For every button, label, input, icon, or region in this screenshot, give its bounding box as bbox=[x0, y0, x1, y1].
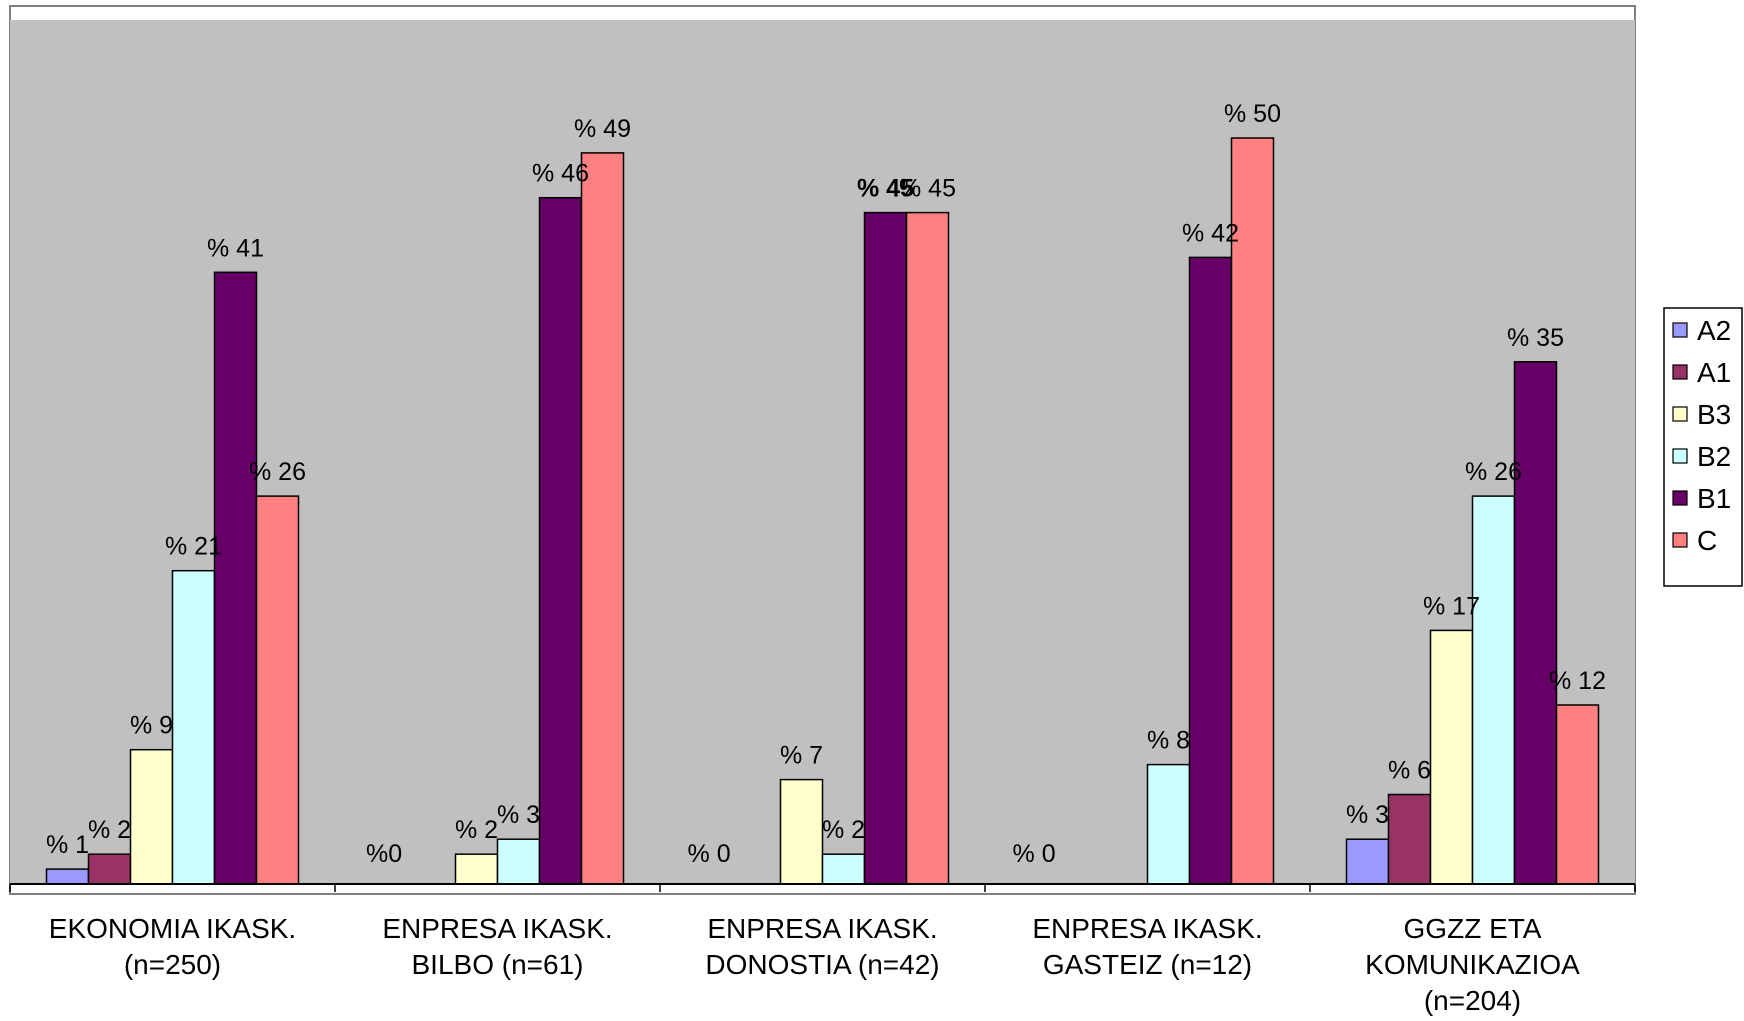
bar-b2-cat1 bbox=[171, 569, 216, 885]
data-label-b2-cat4: % 8 bbox=[1147, 727, 1190, 755]
value-labels-group: % 1% 2% 9% 21% 41% 26% 2% 3% 46% 49%0% 7… bbox=[46, 100, 1606, 868]
legend-label-a2: A2 bbox=[1697, 315, 1731, 346]
category-label-1: EKONOMIA IKASK. (n=250) bbox=[49, 913, 296, 980]
bar-a1-cat5 bbox=[1387, 793, 1432, 885]
bar-c-cat3 bbox=[905, 211, 950, 885]
legend: A2 A1 B3 B2 B1 C bbox=[1663, 307, 1743, 587]
data-label-c-cat4: % 50 bbox=[1224, 100, 1281, 128]
bar-c-cat2 bbox=[580, 152, 625, 885]
bar-b1-cat1 bbox=[213, 271, 258, 885]
data-label-b2-cat2: % 3 bbox=[497, 801, 540, 829]
bar-c-cat1 bbox=[255, 495, 300, 885]
category-labels-group: EKONOMIA IKASK. (n=250) ENPRESA IKASK. BILB… bbox=[49, 913, 1580, 1016]
category-label-2: ENPRESA IKASK. BILBO (n=61) bbox=[382, 913, 612, 980]
bar-b2-cat5 bbox=[1471, 495, 1516, 885]
legend-label-a1: A1 bbox=[1697, 357, 1731, 388]
x-ticks-group bbox=[9, 884, 1636, 892]
data-label-b1-cat2: % 46 bbox=[532, 160, 589, 188]
data-label-a2-cat5: % 3 bbox=[1346, 801, 1389, 829]
data-label-b3-cat3: % 7 bbox=[780, 742, 823, 770]
bar-b3-cat2 bbox=[454, 853, 499, 885]
legend-swatch-c bbox=[1672, 532, 1688, 548]
bar-b3-cat1 bbox=[129, 748, 174, 885]
legend-label-b1: B1 bbox=[1697, 483, 1731, 514]
legend-swatch-b1 bbox=[1672, 490, 1688, 506]
data-label-c-cat5: % 12 bbox=[1549, 667, 1606, 695]
bar-a2-cat5 bbox=[1345, 838, 1390, 885]
bar-c-cat4 bbox=[1230, 137, 1275, 885]
data-label-a1-cat5: % 6 bbox=[1388, 757, 1431, 785]
data-label-b3-cat1: % 9 bbox=[130, 712, 173, 740]
bar-b1-cat5 bbox=[1513, 361, 1558, 885]
zero-label-cat3: % 0 bbox=[688, 840, 731, 868]
bars-group bbox=[45, 137, 1600, 885]
data-label-c-cat3: % 45 bbox=[899, 175, 956, 203]
category-label-3: ENPRESA IKASK. DONOSTIA (n=42) bbox=[705, 913, 939, 980]
data-label-b1-cat4: % 42 bbox=[1182, 219, 1239, 247]
data-label-b1-cat1: % 41 bbox=[207, 234, 264, 262]
bar-b3-cat3 bbox=[779, 778, 824, 885]
data-label-b1-cat5: % 35 bbox=[1507, 324, 1564, 352]
category-label-5: GGZZ ETA KOMUNIKAZIOA (n=204) bbox=[1365, 913, 1580, 1016]
legend-swatch-a1 bbox=[1672, 364, 1688, 380]
data-label-b2-cat1: % 21 bbox=[165, 533, 222, 561]
bar-b2-cat2 bbox=[496, 838, 541, 885]
bar-b2-cat3 bbox=[821, 853, 866, 885]
data-label-a2-cat1: % 1 bbox=[46, 831, 89, 859]
data-label-b2-cat3: % 2 bbox=[822, 816, 865, 844]
data-label-c-cat1: % 26 bbox=[249, 458, 306, 486]
legend-swatch-b2 bbox=[1672, 448, 1688, 464]
data-label-c-cat2: % 49 bbox=[574, 115, 631, 143]
bar-b1-cat2 bbox=[538, 196, 583, 885]
data-label-b2-cat5: % 26 bbox=[1465, 458, 1522, 486]
data-label-b3-cat5: % 17 bbox=[1423, 592, 1480, 620]
zero-label-cat4: % 0 bbox=[1013, 840, 1056, 868]
data-label-b1-cat3: % 45 bbox=[857, 175, 914, 203]
bar-a1-cat1 bbox=[87, 853, 132, 885]
legend-swatch-a2 bbox=[1672, 322, 1688, 338]
legend-label-b3: B3 bbox=[1697, 399, 1731, 430]
data-label-a1-cat1: % 2 bbox=[88, 816, 131, 844]
zero-label-cat2: %0 bbox=[366, 840, 402, 868]
category-label-4: ENPRESA IKASK. GASTEIZ (n=12) bbox=[1032, 913, 1262, 980]
bar-a2-cat1 bbox=[45, 868, 90, 885]
bar-b1-cat3 bbox=[863, 211, 908, 885]
data-label-b3-cat2: % 2 bbox=[455, 816, 498, 844]
bar-b3-cat5 bbox=[1429, 629, 1474, 885]
bar-c-cat5 bbox=[1555, 704, 1600, 885]
legend-label-c: C bbox=[1697, 525, 1717, 556]
legend-swatch-b3 bbox=[1672, 406, 1688, 422]
bar-b1-cat4 bbox=[1188, 256, 1233, 885]
bar-b2-cat4 bbox=[1146, 763, 1191, 885]
legend-label-b2: B2 bbox=[1697, 441, 1731, 472]
